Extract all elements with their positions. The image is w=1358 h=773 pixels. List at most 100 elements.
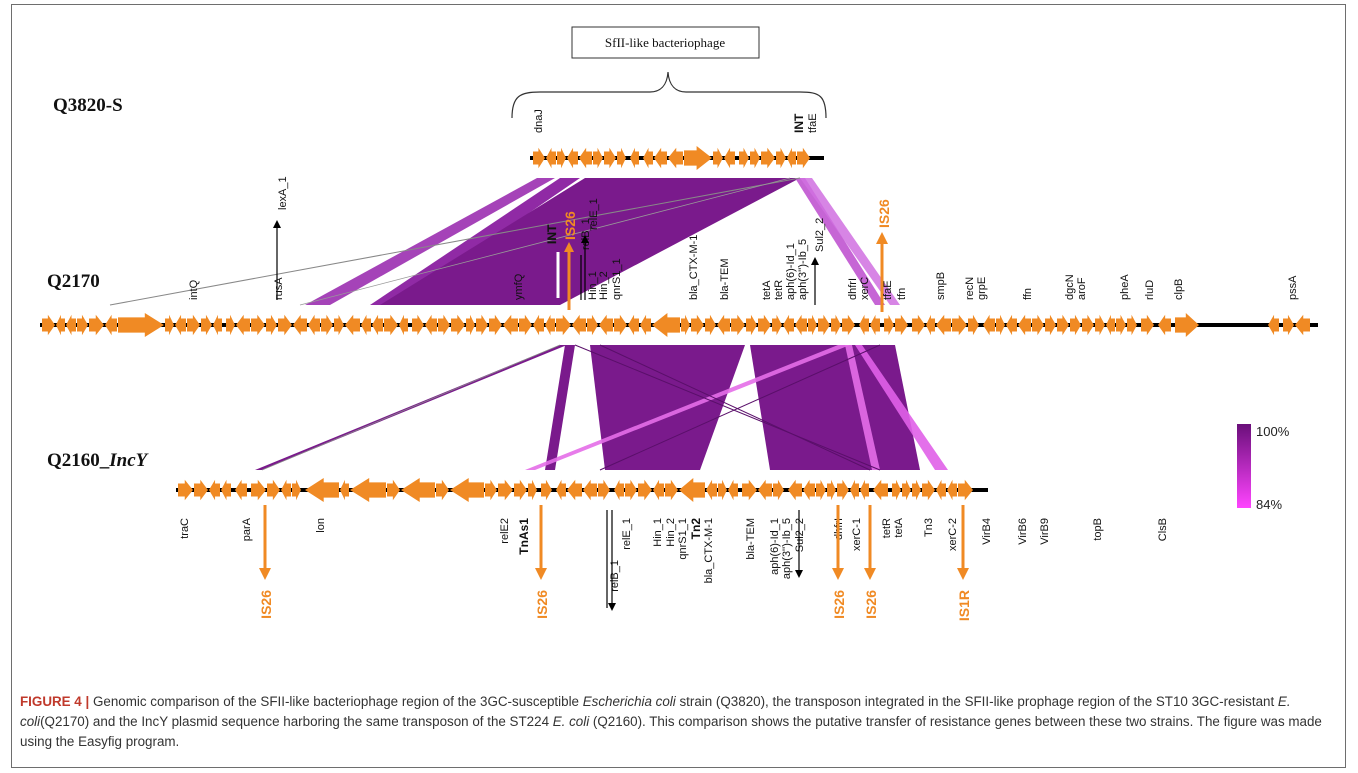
gene-label-q2160: tetA (893, 517, 905, 537)
gene-label-q2170: dgcN (1064, 274, 1076, 300)
gene-labels-q2170: intQ rusA ymfQ Hin_1 Hin_2 qnrS1_1 bla_CTX-M-1… (188, 235, 1299, 300)
gene-label-q2160: bla-TEM (745, 518, 757, 560)
track-label-q3820: Q3820-S (53, 95, 123, 116)
gene-arrow (308, 314, 320, 336)
gene-arrow (451, 314, 465, 336)
gene-arrow (808, 314, 817, 336)
is-marker-label: IS1R (956, 590, 972, 621)
legend-max: 100% (1256, 424, 1290, 439)
gene-arrow (436, 479, 449, 501)
gene-label-q2170: qnrS1_1 (611, 258, 623, 300)
is-marker-arrowhead (259, 568, 271, 580)
gene-label-q2160: parA (241, 517, 253, 541)
is-marker-label: IS26 (534, 590, 550, 619)
gene-label-q2160: lon (315, 518, 327, 533)
gene-arrow (201, 314, 212, 336)
gene-arrow (787, 147, 796, 169)
gene-arrow (1283, 314, 1294, 336)
gene-arrow (617, 147, 626, 169)
gene-arrow (996, 314, 1005, 336)
gene-arrow (557, 147, 566, 169)
caption-italic-2: E. coli (20, 694, 1291, 729)
gene-arrow (614, 479, 624, 501)
gene-arrow (267, 479, 280, 501)
gene-arrow (681, 314, 690, 336)
genome-comparison-diagram: SfII-like bacteriophage Q3820-S Q2170 Q2… (40, 26, 1318, 621)
is-marker-label: IS26 (863, 590, 879, 619)
gene-arrow (175, 314, 186, 336)
gene-label-q2160: Tn2 (689, 518, 703, 540)
gene-arrow (251, 314, 265, 336)
gene-label-dnaJ: dnaJ (533, 109, 545, 133)
gene-arrow (466, 314, 475, 336)
gene-arrow (668, 147, 683, 169)
marker-arrowhead-q2160-relE (608, 603, 616, 611)
track-label-q2160: Q2160_IncY (47, 450, 150, 471)
gene-label-q2170: xerC (859, 277, 871, 300)
gene-arrow (892, 479, 901, 501)
gene-arrow (926, 314, 935, 336)
gene-arrow (572, 314, 586, 336)
gene-arrow (761, 147, 775, 169)
gene-arrow (251, 479, 266, 501)
marker-label-lexA: lexA_1 (277, 176, 289, 210)
gene-arrow (884, 314, 894, 336)
gene-arrow (1116, 314, 1126, 336)
gene-arrow (514, 479, 527, 501)
gene-arrow (653, 479, 664, 501)
gene-arrow (56, 314, 65, 336)
marker-label-relE: relE_1 (588, 198, 600, 230)
gene-arrow (936, 479, 946, 501)
gene-arrow (1158, 314, 1171, 336)
gene-label-q2160: tetR (881, 518, 893, 538)
gene-label-q2160: qnrS1_1 (677, 518, 689, 560)
gene-arrow (788, 479, 802, 501)
caption-text-2: strain (Q3820), the transposon integrate… (675, 694, 1278, 709)
gene-arrow (528, 479, 537, 501)
gene-arrow (746, 314, 757, 336)
gene-arrow (556, 479, 566, 501)
gene-arrow (533, 314, 544, 336)
gene-arrow (593, 147, 603, 169)
gene-arrow (361, 314, 371, 336)
gene-arrow (902, 479, 911, 501)
gene-arrow (628, 314, 639, 336)
gene-label-q2160: relE2 (499, 518, 511, 544)
gene-arrow (350, 478, 386, 502)
gene-arrow (1106, 314, 1115, 336)
gene-label-q2170: aph(6)-Id_1 (785, 243, 797, 300)
gene-arrow (827, 479, 836, 501)
gene-arrow (1006, 314, 1017, 336)
gene-arrow (89, 314, 104, 336)
gene-arrow (236, 314, 250, 336)
gene-arrow (1018, 314, 1031, 336)
gene-label-q2160: Sul2_2 (794, 518, 806, 552)
gene-label-q2170: rusA (273, 277, 285, 300)
caption-text-3: (Q2170) and the IncY plasmid sequence ha… (40, 714, 553, 729)
gene-arrow (340, 479, 349, 501)
gene-arrow (545, 314, 555, 336)
gene-arrow (717, 314, 730, 336)
gene-arrow (705, 314, 716, 336)
gene-label-q2160: topB (1092, 518, 1104, 541)
is-marker-arrowhead (535, 568, 547, 580)
gene-arrow (1082, 314, 1094, 336)
links-q3820-q2170 (109, 177, 900, 306)
gene-arrow (599, 314, 613, 336)
gene-arrow (604, 147, 616, 169)
caption-text-4: (Q2160). This comparison shows the putat… (20, 714, 1322, 749)
gene-arrow (1057, 314, 1069, 336)
gene-arrow (870, 314, 880, 336)
gene-label-q2170: grpE (976, 277, 988, 300)
gene-label-q2170: aroF (1076, 277, 1088, 300)
figure-caption: FIGURE 4 | Genomic comparison of the SFI… (20, 692, 1340, 752)
gene-arrow (773, 479, 784, 501)
gene-arrows-q3820 (533, 146, 810, 170)
gene-arrow (345, 314, 360, 336)
gene-arrow (77, 314, 88, 336)
phage-brace (511, 71, 827, 119)
gene-arrow (1127, 314, 1137, 336)
gene-arrow (266, 314, 277, 336)
gene-arrow (795, 314, 807, 336)
is-marker-label: IS26 (831, 590, 847, 619)
